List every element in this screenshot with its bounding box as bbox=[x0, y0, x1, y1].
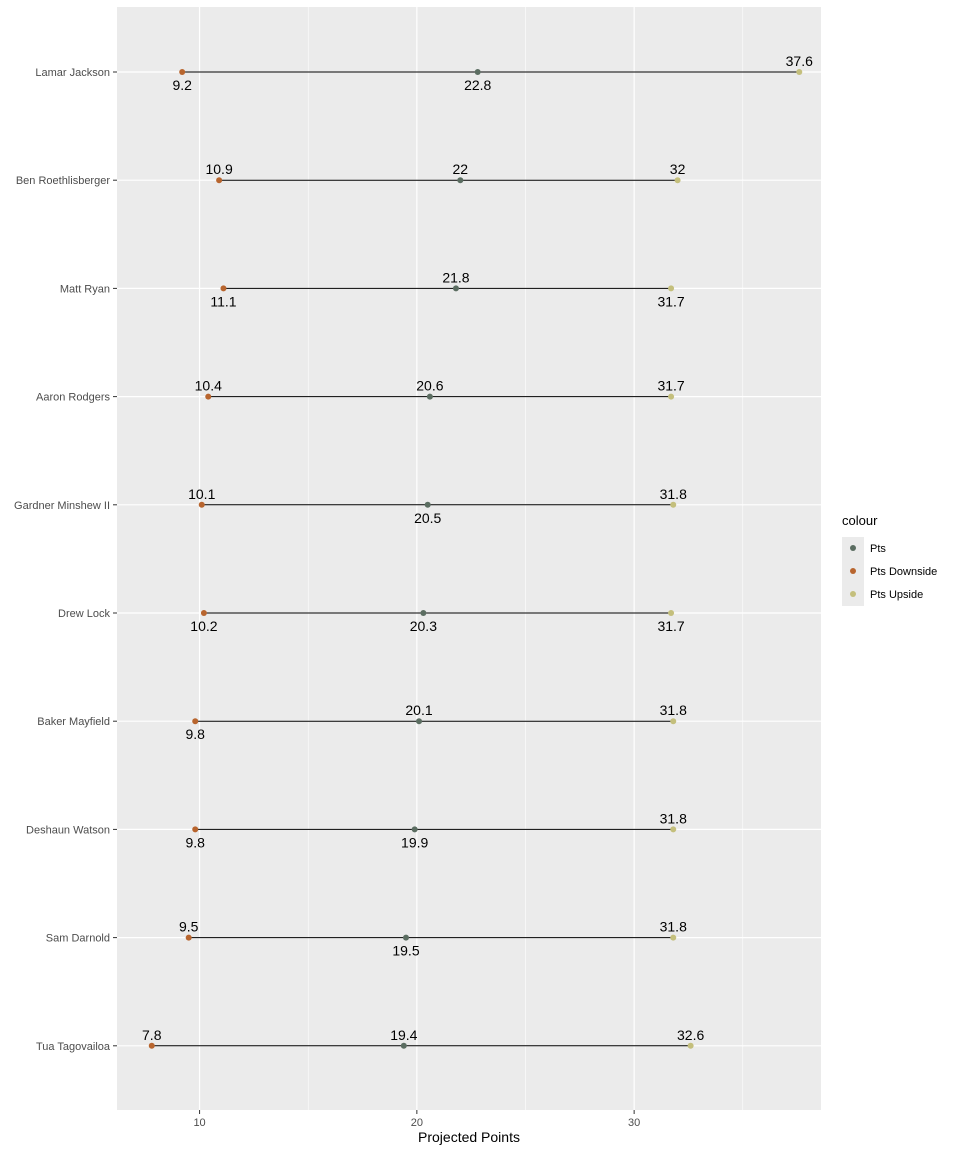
data-label-downside: 9.2 bbox=[172, 77, 192, 93]
data-point-pts-downside bbox=[198, 501, 205, 508]
legend-dot-pts-downside bbox=[850, 568, 856, 574]
data-label-downside: 10.4 bbox=[195, 378, 222, 394]
legend-item-pts-downside: Pts Downside bbox=[842, 560, 952, 583]
x-tick-label: 10 bbox=[193, 1117, 205, 1129]
data-label-downside: 10.1 bbox=[188, 486, 215, 502]
data-point-pts-upside bbox=[670, 718, 677, 725]
legend-dot-pts bbox=[850, 545, 856, 551]
data-point-pts-downside bbox=[148, 1042, 155, 1049]
data-label-downside: 10.9 bbox=[205, 161, 232, 177]
data-point-pts bbox=[411, 826, 418, 833]
data-point-pts bbox=[457, 177, 464, 184]
y-tick-label: Gardner Minshew II bbox=[14, 500, 110, 512]
data-label-upside: 31.7 bbox=[657, 618, 684, 634]
legend-key-pts bbox=[842, 537, 864, 560]
legend-label-pts-downside: Pts Downside bbox=[870, 565, 938, 578]
data-point-pts bbox=[452, 285, 459, 292]
data-point-pts-downside bbox=[192, 718, 199, 725]
data-point-pts-downside bbox=[185, 934, 192, 941]
data-label-upside: 31.7 bbox=[657, 378, 684, 394]
data-point-pts-upside bbox=[670, 501, 677, 508]
data-point-pts-upside bbox=[668, 610, 675, 616]
data-label-pts: 19.4 bbox=[390, 1027, 417, 1043]
data-label-upside: 31.8 bbox=[660, 486, 687, 502]
data-label-downside: 10.2 bbox=[190, 618, 217, 634]
data-label-pts: 19.5 bbox=[392, 943, 419, 959]
data-label-pts: 20.5 bbox=[414, 510, 441, 526]
x-tick-label: 30 bbox=[628, 1117, 640, 1129]
y-tick-label: Sam Darnold bbox=[46, 933, 110, 945]
data-point-pts-upside bbox=[670, 826, 677, 833]
legend-dot-pts-upside bbox=[850, 591, 856, 597]
y-tick-label: Lamar Jackson bbox=[35, 67, 110, 79]
data-label-upside: 32 bbox=[670, 161, 686, 177]
data-point-pts-downside bbox=[216, 177, 223, 184]
data-point-pts-downside bbox=[192, 826, 199, 833]
y-tick-label: Matt Ryan bbox=[60, 283, 110, 295]
data-label-downside: 9.8 bbox=[185, 834, 205, 850]
data-label-upside: 31.8 bbox=[660, 919, 687, 935]
data-point-pts-upside bbox=[796, 69, 803, 75]
data-label-upside: 37.6 bbox=[786, 53, 813, 69]
y-tick-label: Drew Lock bbox=[58, 608, 110, 620]
x-tick-label: 20 bbox=[411, 1117, 423, 1129]
data-point-pts bbox=[416, 718, 423, 725]
data-label-upside: 31.8 bbox=[660, 810, 687, 826]
legend-item-pts: Pts bbox=[842, 537, 952, 560]
legend-key-pts-downside bbox=[842, 560, 864, 583]
data-point-pts-upside bbox=[674, 177, 681, 184]
y-tick-label: Ben Roethlisberger bbox=[16, 175, 111, 187]
y-tick-label: Tua Tagovailoa bbox=[36, 1041, 111, 1053]
data-label-upside: 31.8 bbox=[660, 702, 687, 718]
plot-panel bbox=[117, 7, 821, 1110]
y-tick-label: Aaron Rodgers bbox=[36, 392, 110, 404]
data-label-pts: 19.9 bbox=[401, 834, 428, 850]
data-label-pts: 20.6 bbox=[416, 378, 443, 394]
y-tick-label: Baker Mayfield bbox=[37, 716, 110, 728]
data-point-pts-upside bbox=[687, 1042, 694, 1049]
data-point-pts-downside bbox=[179, 69, 186, 75]
data-label-downside: 9.8 bbox=[185, 726, 205, 742]
data-label-upside: 31.7 bbox=[657, 293, 684, 309]
data-label-downside: 9.5 bbox=[179, 919, 199, 935]
x-axis-title: Projected Points bbox=[418, 1129, 520, 1145]
data-point-pts bbox=[400, 1042, 407, 1049]
data-label-pts: 22.8 bbox=[464, 77, 491, 93]
data-label-downside: 11.1 bbox=[210, 293, 236, 309]
legend-label-pts-upside: Pts Upside bbox=[870, 588, 924, 601]
data-label-downside: 7.8 bbox=[142, 1027, 162, 1043]
legend: colour Pts Pts Downside Pts Upside bbox=[842, 512, 952, 606]
data-point-pts bbox=[420, 610, 427, 616]
data-point-pts bbox=[424, 501, 431, 508]
data-label-upside: 32.6 bbox=[677, 1027, 704, 1043]
legend-label-pts: Pts bbox=[870, 542, 886, 555]
data-point-pts-upside bbox=[668, 393, 675, 400]
data-point-pts-downside bbox=[220, 285, 227, 292]
legend-item-pts-upside: Pts Upside bbox=[842, 583, 952, 606]
data-label-pts: 20.1 bbox=[405, 702, 432, 718]
data-point-pts bbox=[402, 934, 409, 941]
legend-key-pts-upside bbox=[842, 583, 864, 606]
data-point-pts-downside bbox=[200, 610, 207, 616]
legend-title: colour bbox=[842, 513, 878, 528]
data-label-pts: 20.3 bbox=[410, 618, 437, 634]
data-point-pts-upside bbox=[670, 934, 677, 941]
data-label-pts: 21.8 bbox=[442, 269, 469, 285]
data-point-pts bbox=[474, 69, 481, 75]
data-point-pts bbox=[426, 393, 433, 400]
data-point-pts-upside bbox=[668, 285, 675, 292]
y-tick-label: Deshaun Watson bbox=[26, 824, 110, 836]
data-point-pts-downside bbox=[205, 393, 212, 400]
data-label-pts: 22 bbox=[453, 161, 469, 177]
